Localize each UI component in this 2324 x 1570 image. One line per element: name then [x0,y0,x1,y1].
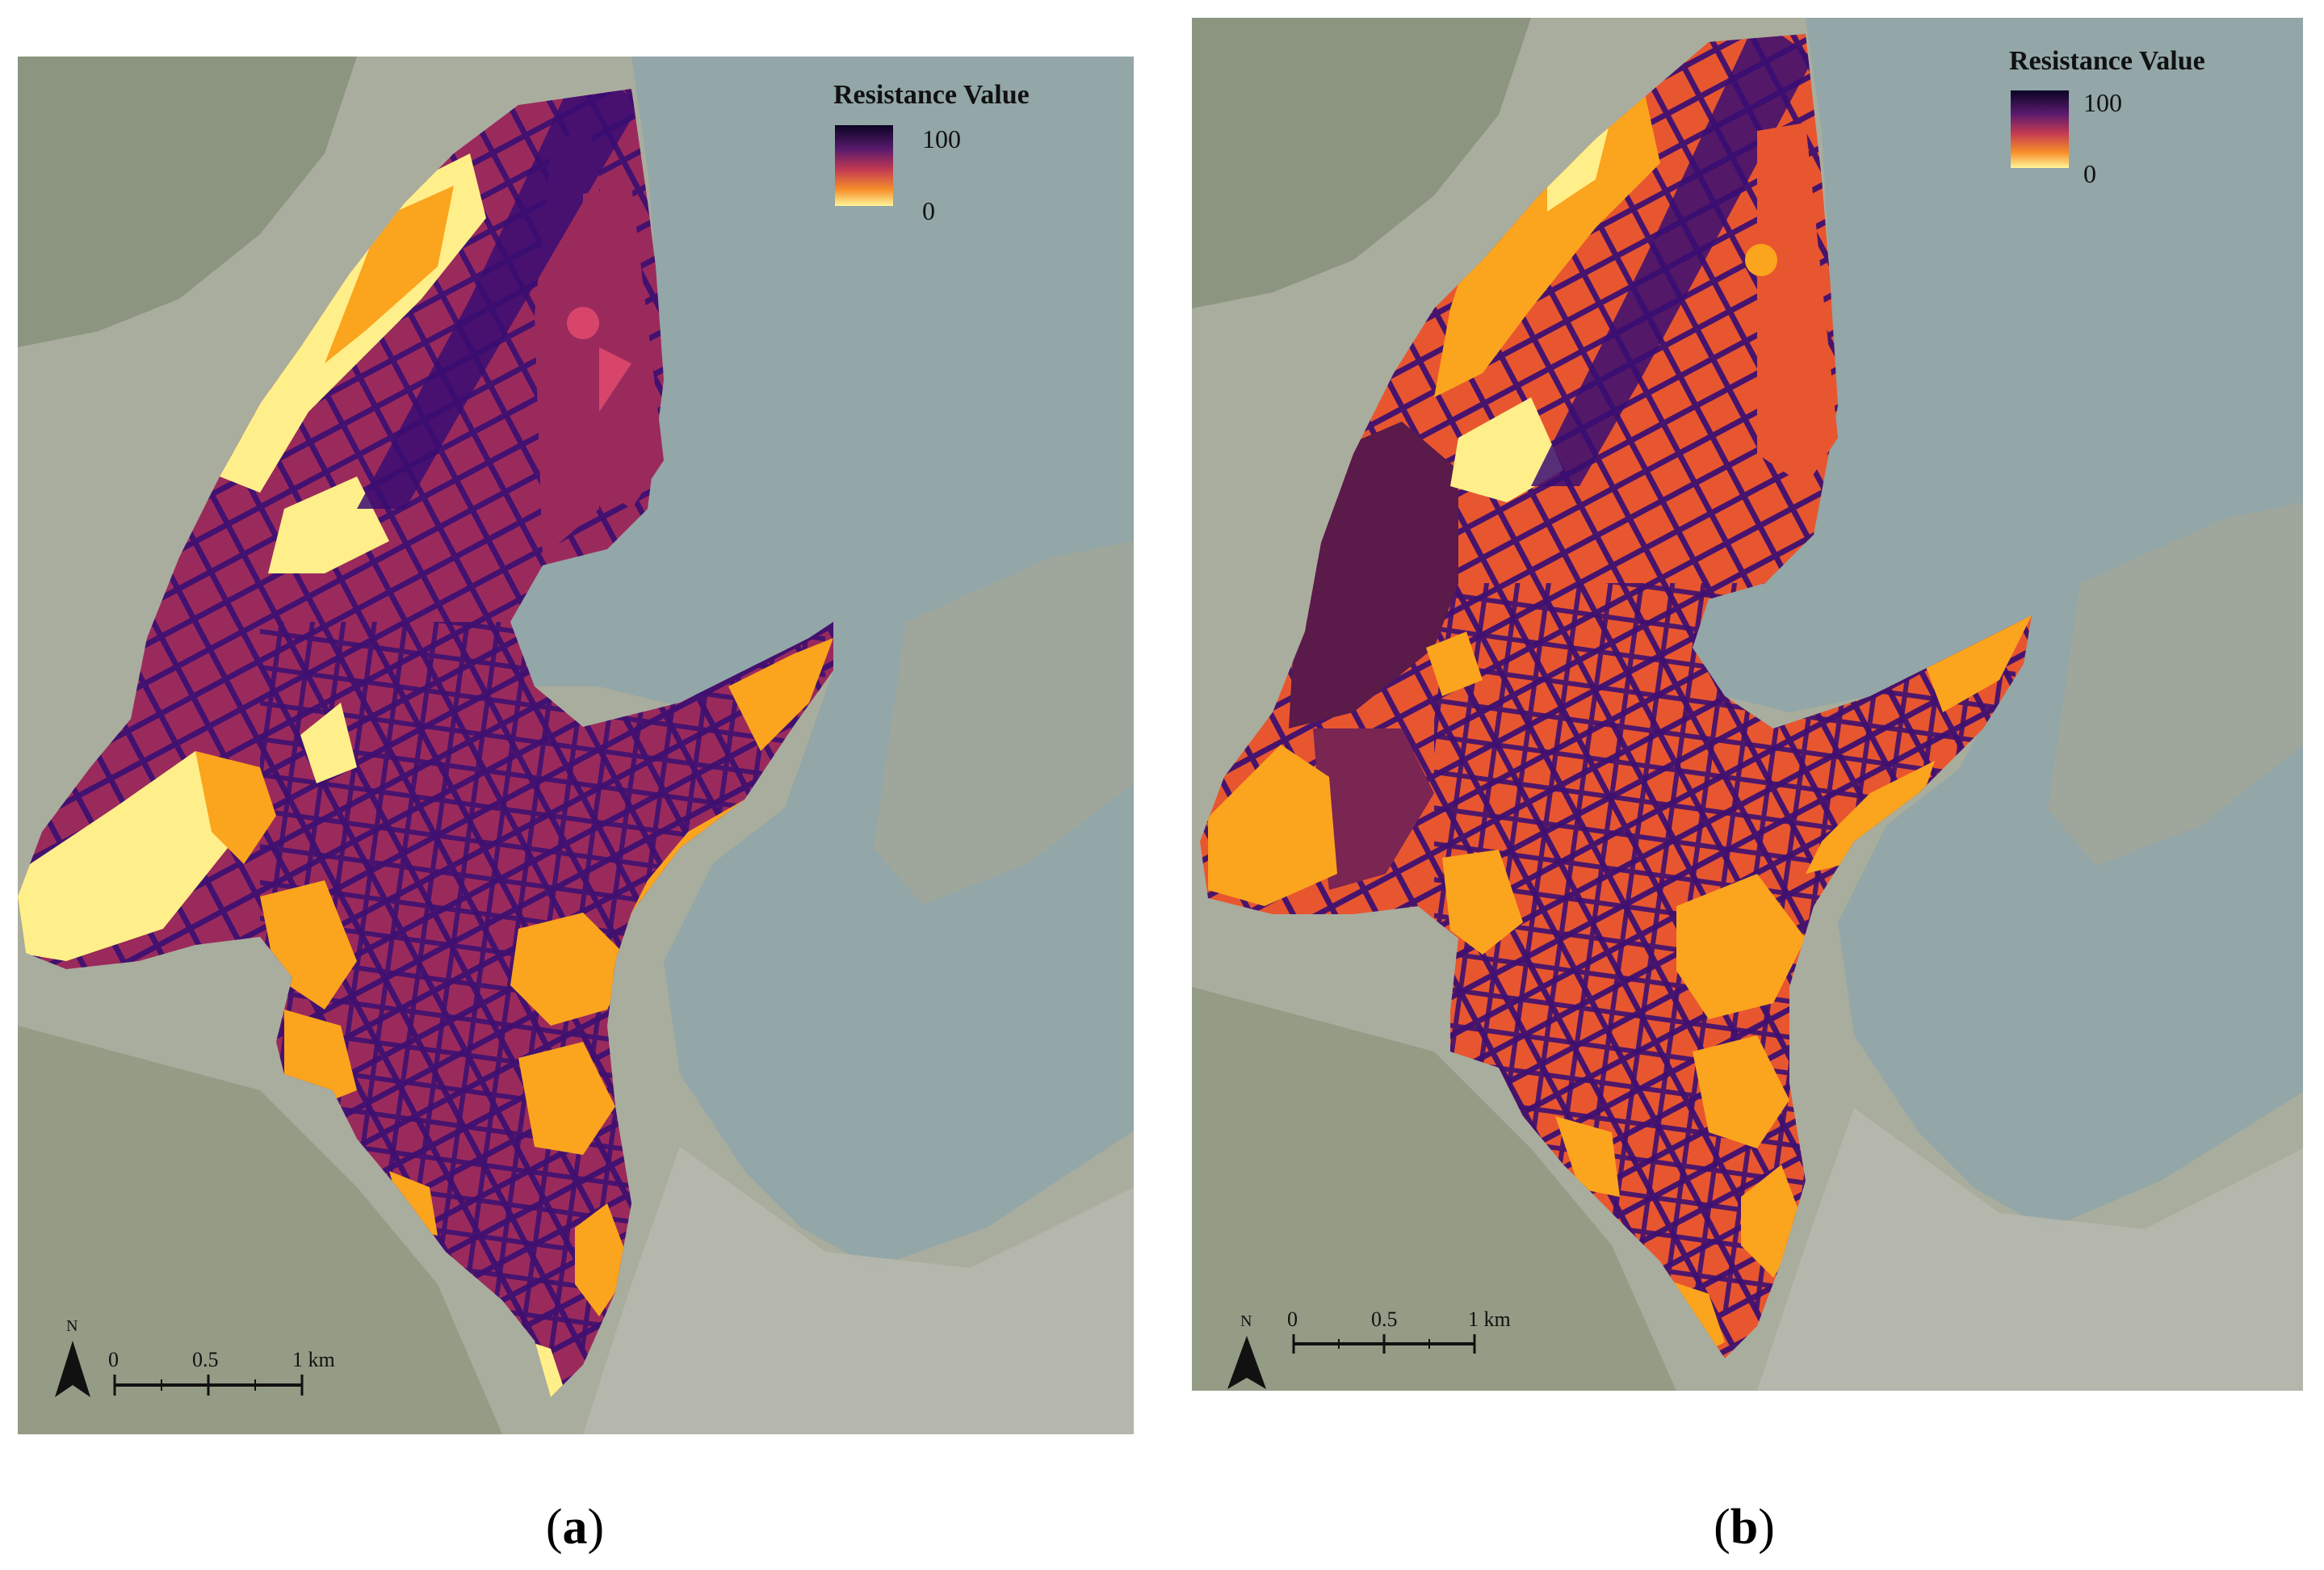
scale-label-1km: 1 km [1468,1308,1511,1331]
scale-label-1km: 1 km [292,1348,335,1371]
legend-title: Resistance Value [2009,46,2205,76]
scale-label-0: 0 [1287,1308,1298,1331]
scale-bar-b: 0 0.5 1 km [1287,1308,1511,1354]
north-arrow-b: N [1227,1312,1266,1389]
map-panel-a: Resistance Value 100 0 N 0 0.5 1 km [18,57,1134,1434]
caption-a: (a) [454,1499,696,1556]
legend-title: Resistance Value [833,80,1030,110]
scale-label-half: 0.5 [1371,1308,1398,1331]
scale-label-half: 0.5 [192,1348,219,1371]
caption-b-letter: b [1730,1500,1759,1555]
legend-a: Resistance Value 100 0 [833,80,1030,225]
caption-a-close: ) [587,1500,605,1555]
map-panel-b: Resistance Value 100 0 N 0 0.5 1 km [1192,18,2303,1391]
legend-max-label: 100 [922,124,961,153]
map-b-svg: Resistance Value 100 0 N 0 0.5 1 km [1192,18,2303,1391]
caption-b: (b) [1623,1499,1865,1556]
north-arrow-icon [1227,1336,1266,1389]
caption-a-letter: a [562,1500,588,1555]
legend-gradient [835,125,893,206]
caption-b-close: ) [1758,1500,1775,1555]
legend-b: Resistance Value 100 0 [2009,46,2205,188]
caption-b-open: ( [1714,1500,1730,1555]
north-label: N [66,1317,78,1335]
legend-max-label: 100 [2083,88,2122,117]
north-arrow-icon [55,1341,90,1397]
caption-a-open: ( [545,1500,563,1555]
north-label: N [1240,1312,1252,1330]
scale-label-0: 0 [108,1348,119,1371]
map-a-svg: Resistance Value 100 0 N 0 0.5 1 km [18,57,1134,1434]
legend-min-label: 0 [922,196,935,225]
legend-gradient [2011,90,2069,168]
north-arrow-a: N [55,1317,90,1397]
scale-bar-a: 0 0.5 1 km [108,1348,335,1396]
legend-min-label: 0 [2083,159,2096,188]
